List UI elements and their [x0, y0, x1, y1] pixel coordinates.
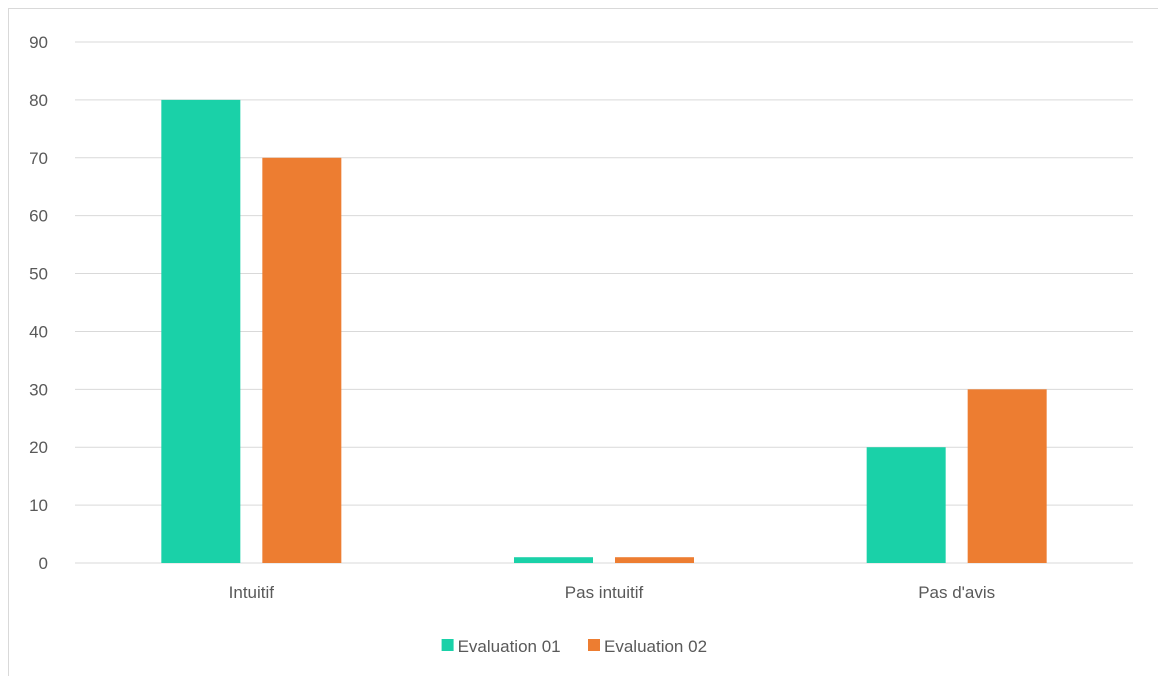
y-tick-label: 0 [39, 554, 48, 573]
bar-2-2 [615, 557, 694, 563]
legend-swatch-1 [441, 639, 454, 651]
gridlines [75, 41, 1133, 564]
y-axis-ticks: 0 10 20 30 40 50 60 70 80 90 [29, 33, 48, 573]
y-tick-label: 60 [29, 207, 48, 226]
legend-label-2: Evaluation 02 [604, 637, 707, 656]
legend-swatch-2 [588, 639, 600, 651]
y-tick-label: 40 [29, 322, 48, 341]
bar-1-1 [161, 99, 241, 563]
legend-label-1: Evaluation 01 [458, 637, 561, 656]
legend: Evaluation 01 Evaluation 02 [441, 637, 707, 656]
y-tick-label: 30 [29, 380, 48, 399]
chart-frame [8, 8, 1158, 676]
bar-1-2 [514, 557, 593, 563]
y-tick-label: 90 [29, 33, 48, 52]
x-tick-label: Intuitif [229, 583, 275, 602]
bars [161, 99, 1047, 563]
y-tick-label: 80 [29, 91, 48, 110]
y-tick-label: 20 [29, 438, 48, 457]
bar-2-3 [967, 389, 1047, 563]
y-tick-label: 70 [29, 149, 48, 168]
bar-1-3 [866, 447, 946, 563]
x-axis-ticks: Intuitif Pas intuitif Pas d'avis [229, 583, 995, 602]
y-tick-label: 10 [29, 496, 48, 515]
bar-2-1 [262, 157, 342, 563]
x-tick-label: Pas intuitif [565, 583, 644, 602]
x-tick-label: Pas d'avis [918, 583, 995, 602]
y-tick-label: 50 [29, 265, 48, 284]
